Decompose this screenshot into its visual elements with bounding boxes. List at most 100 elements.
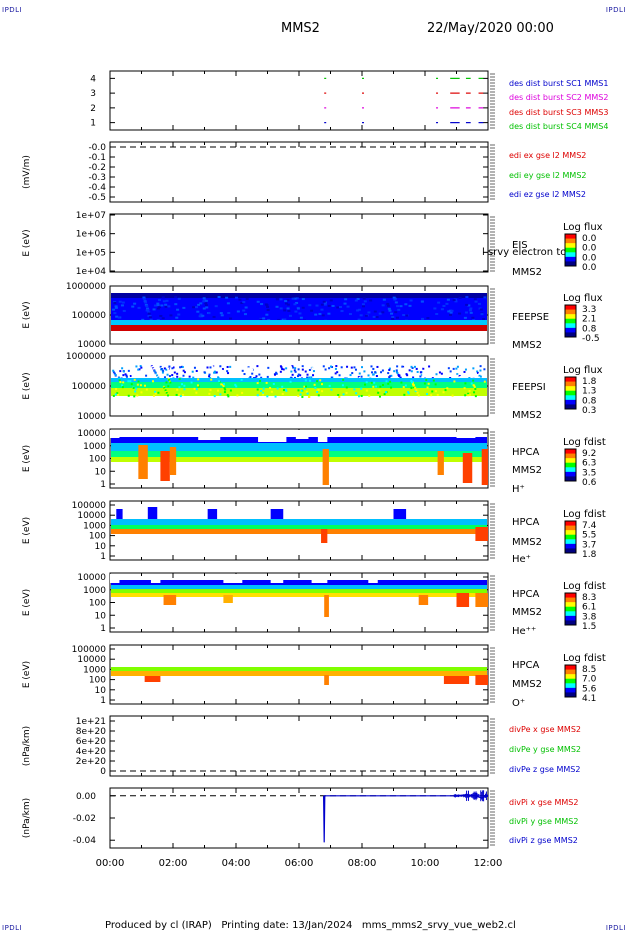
- feepse-spectrum-pixel: [458, 296, 462, 299]
- feepse-spectrum-pixel: [288, 314, 292, 317]
- feepsi-spectrum-pixel: [393, 370, 396, 373]
- feepsi-spectrum-pixel: [345, 391, 348, 394]
- feepsi-spectrum-pixel: [407, 391, 410, 394]
- hpca-h-instrument-label: HPCA: [512, 447, 540, 458]
- feepsi-spectrum-pixel: [314, 387, 317, 390]
- feepsi-spectrum-pixel: [142, 365, 145, 368]
- hpca-hepp-colorbar: [564, 592, 577, 626]
- feepse-spectrum-pixel: [113, 312, 117, 315]
- hpca-o-spectrum-spike: [443, 676, 470, 684]
- feepsi-spectrum-pixel: [178, 393, 181, 396]
- hpca-o-instrument-label: O⁺: [512, 698, 525, 709]
- feepsi-spectrum-pixel: [215, 371, 218, 374]
- feepse-spectrum-pixel: [315, 304, 319, 307]
- x-axis-tick-label: 06:00: [285, 858, 314, 869]
- feepse-colorbar-segment: [565, 323, 576, 329]
- feepsi-spectrum-pixel: [163, 367, 166, 370]
- feepsi-spectrum-pixel: [478, 372, 481, 375]
- feepsi-spectrum-pixel: [118, 376, 121, 379]
- feepsi-spectrum-pixel: [255, 375, 258, 378]
- feepsi-spectrum-pixel: [273, 373, 276, 376]
- feepse-spectrum-pixel: [320, 308, 324, 311]
- hpca-o-colorbar-tick: 8.5: [582, 665, 596, 675]
- feepsi-spectrum-pixel: [464, 382, 467, 385]
- hpca-h-colorbar-tick: 0.6: [582, 478, 597, 488]
- divpi-legend-entry: divPi x gse MMS2: [509, 798, 578, 807]
- hpca-hepp-colorbar-tick: 8.3: [582, 593, 596, 603]
- burst-legend-entry: des dist burst SC2 MMS2: [509, 93, 608, 102]
- feepsi-spectrum-pixel: [114, 373, 117, 376]
- feepsi-spectrum-pixel: [157, 391, 160, 394]
- feepsi-spectrum-pixel: [262, 387, 265, 390]
- feepsi-spectrum-pixel: [196, 366, 199, 369]
- hpca-he-ytick-label: 1000: [83, 521, 106, 531]
- feepsi-spectrum-pixel: [390, 386, 393, 389]
- hpca-o-instrument-label: MMS2: [512, 679, 542, 690]
- feepse-spectrum-pixel: [156, 304, 160, 307]
- feepsi-spectrum-pixel: [456, 374, 459, 377]
- feepsi-spectrum-pixel: [483, 380, 486, 383]
- feepsi-spectrum-pixel: [473, 385, 476, 388]
- feepsi-spectrum-pixel: [222, 383, 225, 386]
- feepse-spectrum-pixel: [227, 312, 231, 315]
- feepse-spectrum-pixel: [145, 305, 149, 308]
- hpca-o-colorbar-frame: [564, 664, 577, 698]
- feepsi-spectrum-pixel: [227, 395, 230, 398]
- feepsi-spectrum-pixel: [127, 394, 130, 397]
- feepsi-spectrum-pixel: [221, 369, 224, 372]
- feepsi-spectrum-pixel: [154, 392, 157, 395]
- feepsi-spectrum-pixel: [380, 371, 383, 374]
- hpca-he-spectrum-spike: [270, 509, 284, 519]
- feepsi-spectrum-pixel: [309, 379, 312, 382]
- feepsi-spectrum-pixel: [351, 372, 354, 375]
- feepsi-spectrum-pixel: [432, 379, 435, 382]
- feepsi-spectrum-pixel: [368, 394, 371, 397]
- feepse-spectrum-pixel: [243, 313, 247, 316]
- corner-label-bottom-right: IPDLI: [605, 924, 626, 932]
- feepsi-spectrum-pixel: [171, 365, 174, 368]
- feepse-spectrum-pixel: [205, 306, 209, 309]
- hpca-he-ytick-label: 10: [95, 542, 107, 552]
- feepsi-spectrum-pixel: [397, 373, 400, 376]
- feepsi-spectrum-pixel: [284, 388, 287, 391]
- feepsi-spectrum-pixel: [483, 368, 486, 371]
- hpca-o-ytick-label: 1000: [83, 665, 106, 675]
- feepsi-spectrum-pixel: [251, 372, 254, 375]
- hpca-h-colorbar-segment: [565, 467, 576, 473]
- feepse-spectrum-pixel: [469, 307, 473, 310]
- feepse-spectrum-pixel: [164, 305, 168, 308]
- feepse-spectrum-pixel: [467, 304, 471, 307]
- feepsi-spectrum-pixel: [416, 370, 419, 373]
- hpca-hepp-colorbar-segment: [565, 602, 576, 608]
- feepse-spectrum-pixel: [229, 317, 233, 320]
- hpca-hepp-instrument-label: MMS2: [512, 607, 542, 618]
- feepse-spectrum-pixel: [318, 312, 322, 315]
- feepsi-spectrum-pixel: [336, 371, 339, 374]
- feepsi-spectrum-pixel: [145, 374, 148, 377]
- hpca-h-spectrum-band: [111, 457, 487, 462]
- eis-colorbar-segment: [565, 234, 576, 240]
- hpca-hepp-spectrum-spike: [324, 595, 329, 617]
- feepse-spectrum-pixel: [118, 300, 122, 303]
- feepsi-spectrum-pixel: [279, 365, 282, 368]
- feepsi-spectrum-pixel: [313, 383, 316, 386]
- feepse-spectrum-pixel: [468, 309, 472, 312]
- hpca-hepp-data-gap: [368, 574, 378, 583]
- feepse-spectrum-pixel: [404, 303, 408, 306]
- feepse-spectrum-pixel: [177, 313, 181, 316]
- feepsi-spectrum-pixel: [176, 388, 179, 391]
- feepse-spectrum-pixel: [162, 300, 166, 303]
- feepsi-spectrum-pixel: [152, 394, 155, 397]
- eis-instrument-label: EIS: [512, 240, 528, 251]
- feepse-spectrum-pixel: [192, 306, 196, 309]
- feepsi-spectrum-pixel: [154, 372, 157, 375]
- feepse-spectrum-pixel: [174, 303, 178, 306]
- feepse-spectrum-pixel: [217, 296, 221, 299]
- hpca-he-colorbar-tick: 1.8: [582, 550, 597, 560]
- feepsi-spectrum-pixel: [404, 384, 407, 387]
- hpca-he-instrument-label: MMS2: [512, 537, 542, 548]
- feepse-spectrum-pixel: [405, 314, 409, 317]
- feepsi-spectrum-pixel: [270, 390, 273, 393]
- feepse-spectrum-pixel: [409, 299, 413, 302]
- feepsi-spectrum-pixel: [240, 378, 243, 381]
